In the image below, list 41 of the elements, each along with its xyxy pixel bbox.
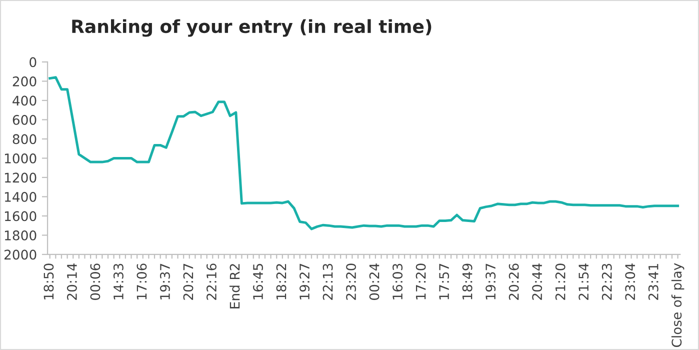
x-tick-label: 17:20 [416,264,426,300]
x-tick-label: End R2 [230,264,240,308]
line-series [48,76,680,230]
x-tick-label: 20:14 [66,264,77,300]
x-tick-label: 23:41 [648,264,658,300]
y-tick-label: 1000 [4,153,36,164]
x-tick-label: 18:49 [462,264,472,300]
y-tick-label: 1600 [4,211,36,222]
x-tick-label: 14:33 [113,264,124,300]
x-tick-label: 00:24 [369,264,380,300]
x-tick-label: Close of play [671,263,684,348]
x-tick-label: 20:27 [183,264,194,300]
x-tick-label: 22:16 [206,264,216,300]
y-tick-label: 1800 [4,230,36,240]
x-tick-label: 17:06 [136,264,147,300]
y-tick-label: 200 [12,76,36,86]
x-tick-label: 18:50 [44,264,54,300]
x-tick-label: 22:23 [602,264,612,300]
x-tick-label: 23:04 [625,264,636,300]
x-tick-label: 23:20 [346,264,356,300]
y-tick-label: 600 [12,114,36,125]
y-tick-label: 400 [12,96,36,106]
x-tick-label: 21:20 [555,264,566,300]
x-tick-label: 00:06 [90,264,100,300]
x-tick-label: 20:26 [508,264,519,300]
x-tick-label: 22:13 [322,264,333,300]
y-tick-label: 1200 [4,172,36,183]
x-tick-label: 16:45 [253,264,263,300]
y-tick-label: 1400 [4,192,36,202]
x-tick-label: 16:03 [392,264,403,300]
x-tick-label: 17:57 [439,264,450,300]
x-tick-label: 19:27 [300,264,310,300]
y-tick-label: 0 [30,57,36,68]
y-tick-label: 2000 [4,250,36,260]
x-tick-label: 18:22 [276,264,286,300]
y-tick-label: 800 [12,134,36,144]
x-tick-label: 19:37 [486,264,496,300]
x-tick-label: 19:37 [160,264,170,300]
x-tick-label: 20:44 [532,264,542,300]
chart-title: Ranking of your entry (in real time) [72,19,432,37]
x-tick-label: 21:54 [578,264,589,300]
